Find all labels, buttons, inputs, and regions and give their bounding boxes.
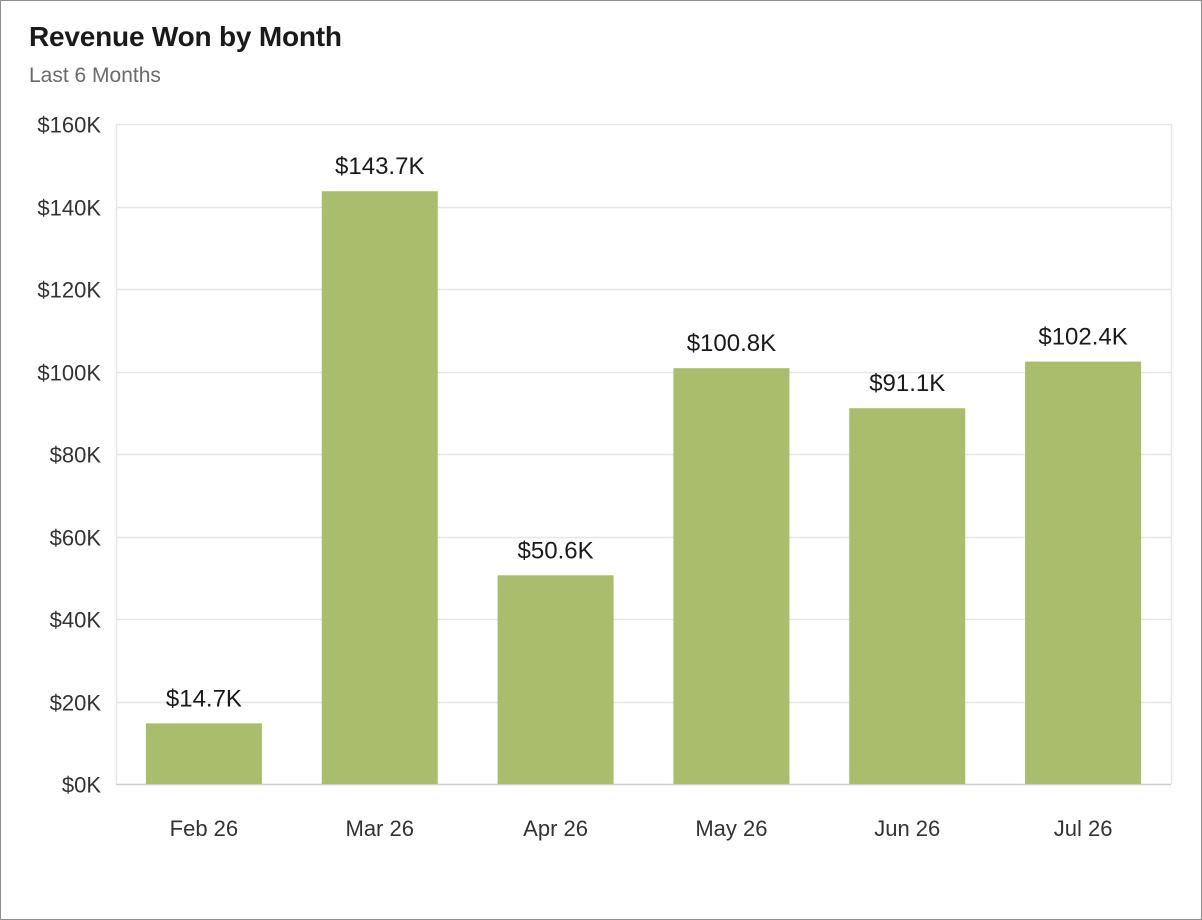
- bar: [145, 723, 262, 784]
- y-tick-label: $80K: [50, 443, 102, 468]
- x-axis-ticks: Feb 26 Mar 26 Apr 26 May 26 Jun 26 Jul 26: [170, 816, 1113, 841]
- data-label: $50.6K: [518, 537, 594, 564]
- y-tick-label: $40K: [50, 608, 102, 633]
- data-label: $91.1K: [869, 370, 945, 397]
- bar: [1025, 361, 1142, 784]
- bar: [321, 191, 438, 785]
- y-tick-label: $0K: [62, 773, 101, 798]
- data-labels: $14.7K $143.7K $50.6K $100.8K $91.1K $102.4K: [166, 153, 1128, 712]
- chart-subtitle: Last 6 Months: [29, 64, 161, 87]
- y-tick-label: $60K: [50, 526, 102, 551]
- x-tick-label: May 26: [695, 816, 767, 841]
- bar: [497, 575, 614, 784]
- x-tick-label: Mar 26: [346, 816, 414, 841]
- x-tick-label: Feb 26: [170, 816, 239, 841]
- x-tick-label: Jun 26: [874, 816, 940, 841]
- data-label: $102.4K: [1038, 324, 1127, 351]
- y-tick-label: $120K: [37, 278, 101, 303]
- y-tick-label: $20K: [50, 691, 102, 716]
- y-tick-label: $140K: [37, 196, 101, 221]
- data-label: $143.7K: [335, 153, 424, 180]
- x-tick-label: Jul 26: [1054, 816, 1113, 841]
- bar: [673, 368, 790, 784]
- y-axis-ticks: $0K $20K $40K $60K $80K $100K $120K $140K $160K: [37, 113, 101, 798]
- data-label: $100.8K: [687, 330, 776, 357]
- y-tick-label: $100K: [37, 361, 101, 386]
- bars: [145, 191, 1142, 785]
- y-tick-label: $160K: [37, 113, 101, 138]
- data-label: $14.7K: [166, 685, 242, 712]
- bar: [849, 408, 966, 784]
- x-tick-label: Apr 26: [523, 816, 588, 841]
- gridlines: [115, 123, 1173, 786]
- chart-title: Revenue Won by Month: [29, 21, 342, 52]
